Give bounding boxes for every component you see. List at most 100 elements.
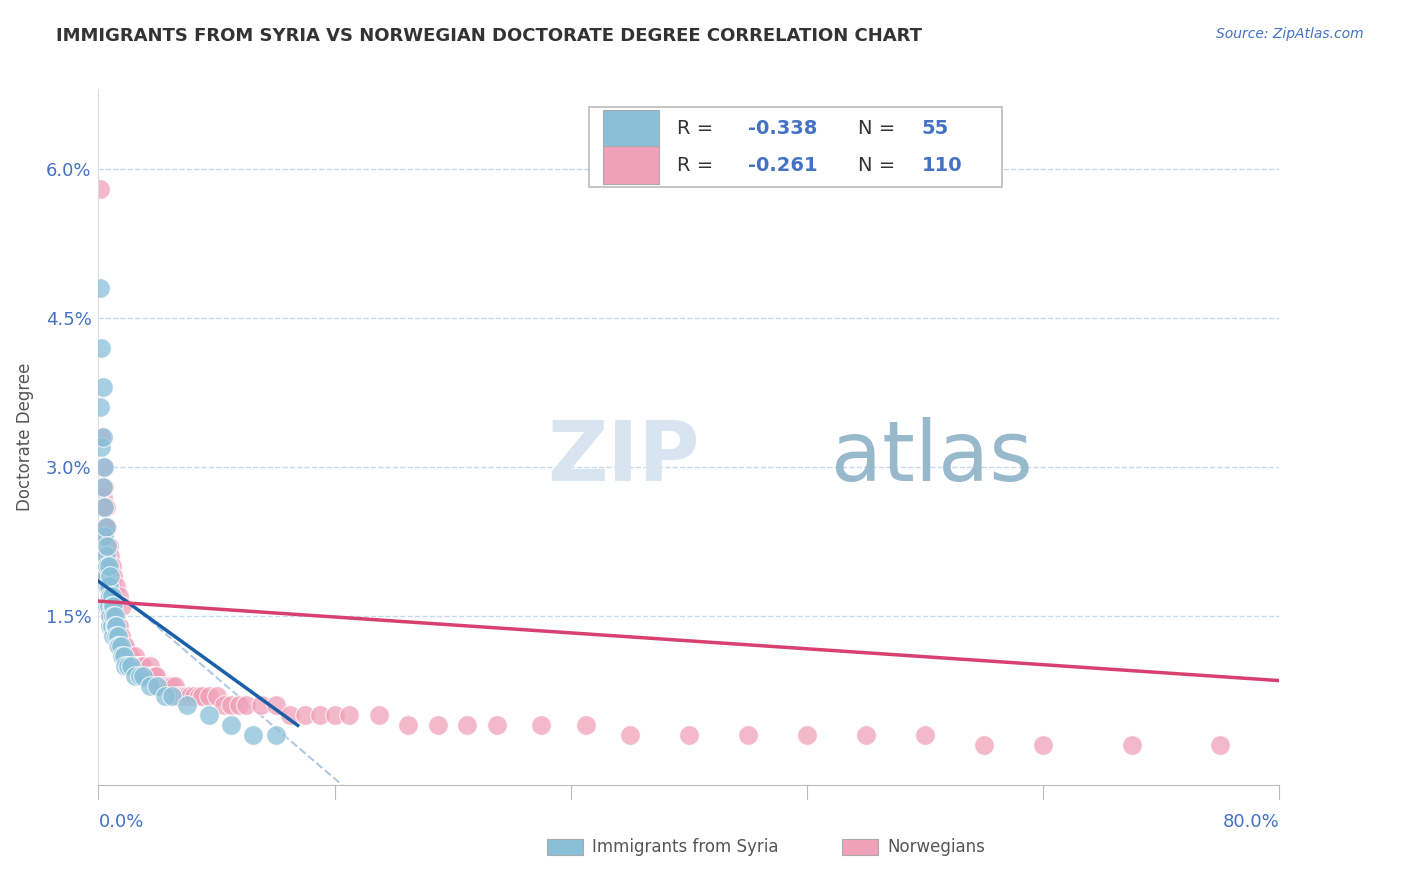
Point xyxy=(96,519,118,533)
Point xyxy=(115,648,138,663)
Point xyxy=(127,658,149,673)
Point xyxy=(530,718,553,732)
Point xyxy=(111,648,134,663)
Point xyxy=(132,668,155,682)
Point xyxy=(575,718,598,732)
Point xyxy=(97,579,120,593)
Point xyxy=(91,380,114,394)
Point xyxy=(176,698,198,713)
Point xyxy=(107,629,129,643)
Point xyxy=(152,679,174,693)
Point xyxy=(914,728,936,742)
Point xyxy=(120,648,142,663)
Point xyxy=(235,698,257,713)
Point xyxy=(91,430,114,444)
Point xyxy=(111,599,134,613)
Point xyxy=(128,668,150,682)
Point xyxy=(427,718,450,732)
Point xyxy=(228,698,250,713)
Point xyxy=(143,668,166,682)
Point xyxy=(107,639,129,653)
Point xyxy=(97,540,120,554)
Point xyxy=(98,589,121,603)
Point xyxy=(309,708,332,723)
Point xyxy=(368,708,391,723)
Point xyxy=(94,519,117,533)
Point xyxy=(108,639,131,653)
Y-axis label: Doctorate Degree: Doctorate Degree xyxy=(17,363,35,511)
Point xyxy=(187,689,209,703)
Point xyxy=(105,629,128,643)
Bar xyxy=(547,839,582,855)
Text: 0.0%: 0.0% xyxy=(98,813,143,830)
Point xyxy=(90,341,112,355)
Point xyxy=(105,579,128,593)
Point xyxy=(117,658,139,673)
Point xyxy=(97,559,120,574)
Point xyxy=(398,718,420,732)
Point xyxy=(205,689,228,703)
Point xyxy=(93,500,115,514)
Point xyxy=(96,559,118,574)
Point xyxy=(124,648,146,663)
Point xyxy=(98,549,121,564)
Point xyxy=(157,679,180,693)
Point xyxy=(105,629,128,643)
Point xyxy=(97,559,120,574)
Point xyxy=(1209,738,1232,752)
Point xyxy=(108,639,131,653)
Point xyxy=(98,609,121,624)
Point xyxy=(173,689,195,703)
Point xyxy=(93,480,115,494)
Point xyxy=(97,599,120,613)
Point xyxy=(114,639,136,653)
Point xyxy=(104,609,127,624)
Point xyxy=(94,569,117,583)
Point xyxy=(138,668,160,682)
Point xyxy=(112,648,135,663)
Point xyxy=(114,658,136,673)
Point xyxy=(104,599,127,613)
Bar xyxy=(842,839,877,855)
Point xyxy=(96,540,118,554)
Point xyxy=(91,490,114,504)
Point xyxy=(97,579,120,593)
Point xyxy=(93,529,115,543)
Point xyxy=(323,708,346,723)
Point xyxy=(198,708,221,723)
Point xyxy=(98,569,121,583)
Point xyxy=(93,500,115,514)
Point xyxy=(100,619,122,633)
Point xyxy=(212,698,235,713)
Point xyxy=(280,708,302,723)
Point xyxy=(135,668,157,682)
Point xyxy=(103,589,125,603)
Point xyxy=(96,599,118,613)
Point xyxy=(165,679,187,693)
Bar xyxy=(603,146,659,184)
Text: 80.0%: 80.0% xyxy=(1223,813,1279,830)
Point xyxy=(737,728,759,742)
Point xyxy=(89,401,111,415)
Point xyxy=(107,629,129,643)
Point xyxy=(100,599,122,613)
Point xyxy=(153,689,176,703)
Point xyxy=(167,689,190,703)
Point xyxy=(94,500,117,514)
Point xyxy=(170,689,193,703)
Point xyxy=(619,728,641,742)
Point xyxy=(103,609,125,624)
Point xyxy=(250,698,273,713)
FancyBboxPatch shape xyxy=(589,106,1002,186)
Point xyxy=(136,668,159,682)
Point xyxy=(162,689,183,703)
Point xyxy=(855,728,877,742)
Text: Norwegians: Norwegians xyxy=(887,838,986,856)
Point xyxy=(678,728,700,742)
Point xyxy=(94,549,117,564)
Point xyxy=(110,639,132,653)
Point xyxy=(118,648,141,663)
Point xyxy=(110,639,132,653)
Point xyxy=(162,679,183,693)
Point xyxy=(108,619,131,633)
